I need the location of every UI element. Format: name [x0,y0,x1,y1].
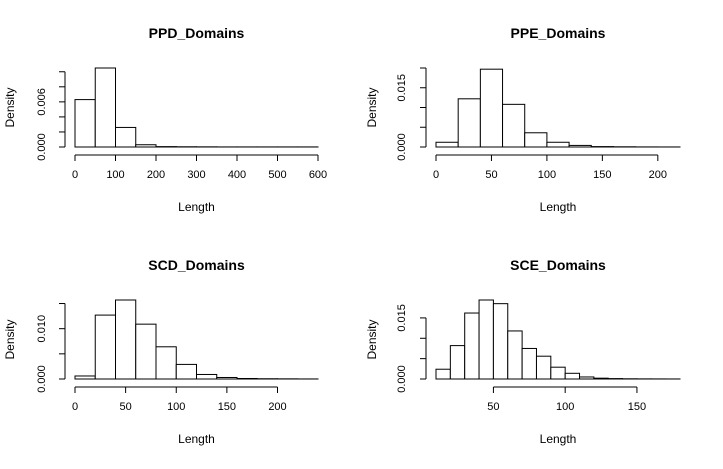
y-tick-label: 0.015 [396,304,408,332]
y-axis-label: Density [365,319,379,359]
histogram-panel-1: PPD_Domains 0 100 200 300 400 500 600 0.000 0.006… [3,25,327,214]
histogram-bar [465,313,479,379]
x-tick-label: 50 [487,401,499,413]
x-tick-label: 600 [309,169,327,181]
y-tick-label: 0.015 [396,74,408,102]
histogram-bar [508,331,522,379]
y-tick-label: 0.000 [36,365,48,393]
histogram-bar [136,324,156,379]
histogram-bar [522,348,536,379]
histogram-bar [493,304,507,379]
x-axis-label: Length [540,432,577,446]
histogram-bar [594,378,608,379]
x-tick-label: 100 [167,401,185,413]
histogram-bar [536,356,550,379]
y-tick-label: 0.000 [396,133,408,161]
x-tick-label: 300 [187,169,205,181]
histogram-bar [458,99,480,147]
x-tick-label: 50 [120,401,132,413]
x-tick-label: 50 [485,169,497,181]
histogram-bar [156,347,176,379]
histogram-bar [551,367,565,379]
histogram-bar [450,346,464,379]
histogram-bar [217,377,237,379]
x-tick-label: 0 [72,169,78,181]
histogram-bar [565,373,579,379]
x-tick-label: 0 [433,169,439,181]
panel-title: PPE_Domains [511,25,606,41]
histogram-bar [569,145,591,147]
histogram-panel-4: SCE_Domains 50 100 150 0.000 0.015 Length Densi… [365,257,680,446]
histogram-bar [136,145,156,147]
histogram-bar [176,364,196,379]
y-tick-label: 0.010 [36,315,48,343]
x-tick-label: 150 [593,169,611,181]
histogram-bar [95,68,115,147]
histogram-bar [436,369,450,379]
histogram-bar [75,376,95,379]
x-axis-label: Length [540,200,577,214]
x-tick-label: 100 [106,169,124,181]
x-tick-label: 100 [556,401,574,413]
histogram-panel-2: PPE_Domains 0 50 100 150 200 0.000 0.015 Length D… [365,25,680,214]
x-tick-label: 0 [72,401,78,413]
x-tick-label: 200 [147,169,165,181]
histogram-bar [197,374,217,379]
histogram-bar [116,300,136,379]
panel-title: SCD_Domains [148,257,245,273]
histogram-bar [503,104,525,147]
x-axis-label: Length [178,200,215,214]
histogram-bar [237,378,257,379]
y-tick-label: 0.000 [36,133,48,161]
panel-title: PPD_Domains [149,25,245,41]
histogram-bar [479,300,493,379]
x-tick-label: 100 [538,169,556,181]
histogram-bar [95,315,115,379]
y-axis-label: Density [3,87,17,127]
x-tick-label: 150 [628,401,646,413]
histogram-bar [75,100,95,147]
histogram-bar [116,127,136,147]
histogram-panel-3: SCD_Domains 0 50 100 150 200 0.000 0.010 Length D… [3,257,318,446]
histogram-bar [525,133,547,147]
panel-title: SCE_Domains [510,257,606,273]
x-axis-label: Length [178,432,215,446]
y-tick-label: 0.006 [36,88,48,116]
x-tick-label: 500 [268,169,286,181]
y-tick-label: 0.000 [396,365,408,393]
histogram-bar [547,142,569,147]
x-tick-label: 400 [228,169,246,181]
x-tick-label: 200 [649,169,667,181]
y-axis-label: Density [3,319,17,359]
histogram-bar [580,377,594,379]
x-tick-label: 150 [218,401,236,413]
histogram-bar [480,69,502,147]
histogram-bar [436,142,458,147]
y-axis-label: Density [365,87,379,127]
x-tick-label: 200 [268,401,286,413]
